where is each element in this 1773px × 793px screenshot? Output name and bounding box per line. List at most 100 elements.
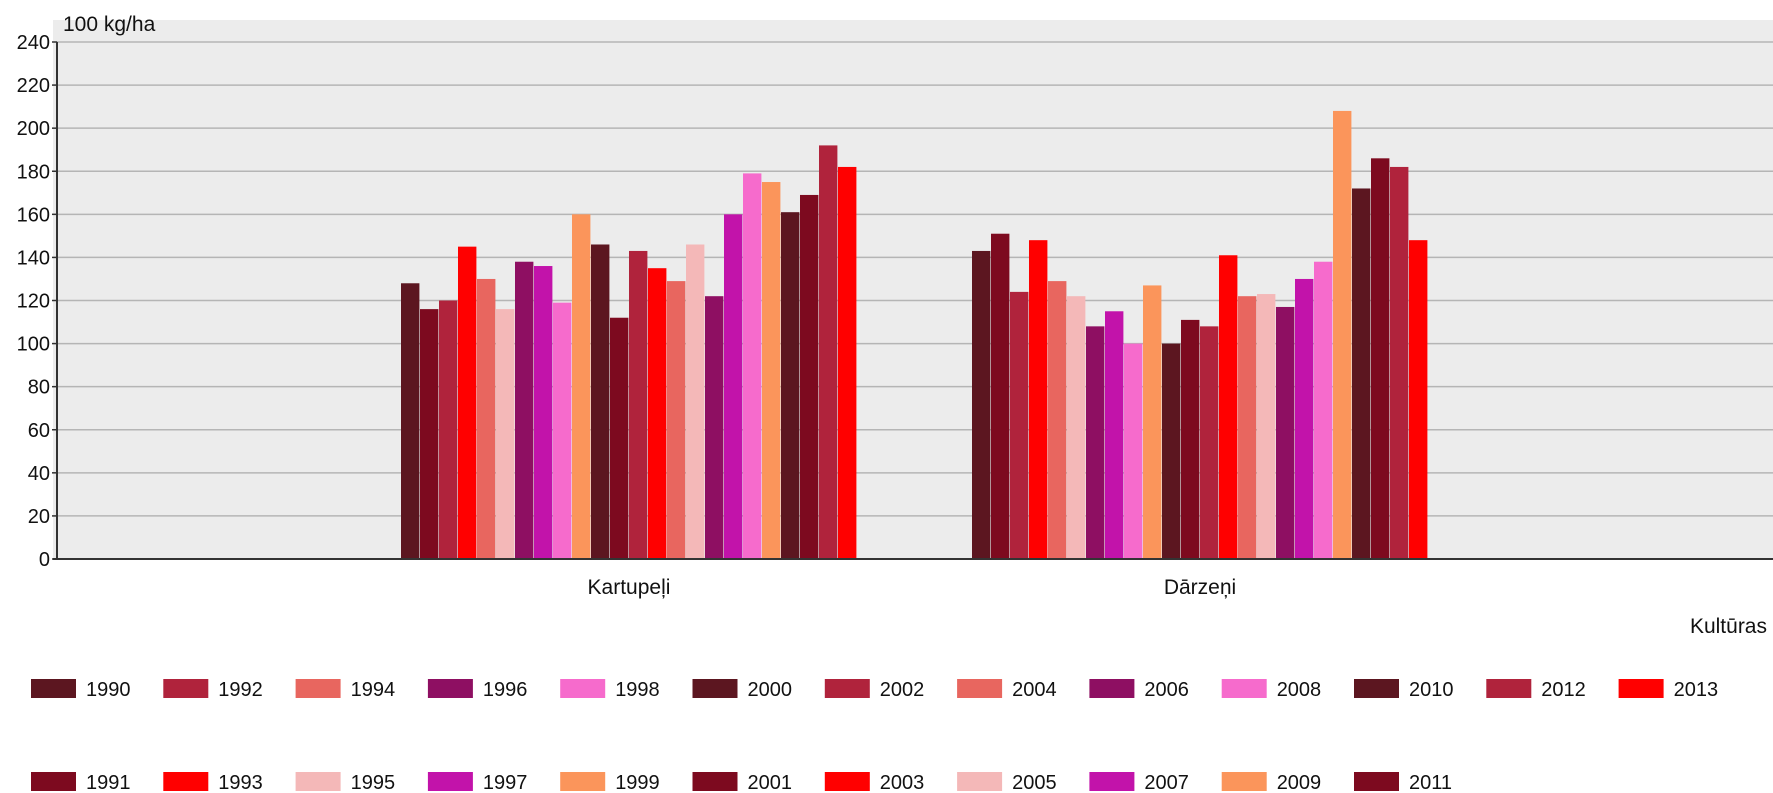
legend-label: 2000 — [748, 679, 793, 701]
legend-label: 1995 — [351, 772, 396, 793]
legend-item-2000: 2000 — [692, 679, 793, 701]
bar-1993-kartupeli — [458, 246, 477, 559]
legend-item-2006: 2006 — [1089, 679, 1189, 701]
legend-swatch — [163, 679, 209, 698]
bar-1995-darzeni — [1067, 296, 1086, 559]
y-tick-label: 60 — [28, 420, 50, 442]
legend-label: 2013 — [1674, 679, 1719, 701]
x-tick-label: Dārzeņi — [1164, 576, 1236, 599]
bar-2007-kartupeli — [724, 214, 743, 559]
legend-swatch — [1089, 772, 1135, 791]
bar-2013-darzeni — [1409, 240, 1428, 559]
legend-item-1992: 1992 — [163, 679, 263, 701]
legend-label: 1997 — [483, 772, 528, 793]
legend-label: 1993 — [218, 772, 262, 793]
x-axis-ticks: Kartupeļi Dārzeņi — [588, 576, 1237, 599]
bar-1996-kartupeli — [515, 261, 534, 559]
legend-swatch — [427, 772, 473, 791]
legend-label: 1998 — [615, 679, 660, 701]
bar-1998-darzeni — [1124, 343, 1143, 559]
legend-label: 2007 — [1144, 772, 1189, 793]
y-axis-ticks: 0 20 40 60 80 100 120 140 160 180 200 220 240 — [17, 32, 57, 571]
legend-item-2010: 2010 — [1354, 679, 1454, 701]
legend-swatch — [957, 679, 1003, 698]
legend: 1990 1992 1994 1996 1998 2000 2002 2004 2006 2008… — [31, 679, 1718, 793]
legend-item-2003: 2003 — [824, 772, 925, 793]
y-tick-label: 220 — [17, 75, 50, 97]
bar-1990-kartupeli — [401, 283, 420, 559]
legend-label: 2010 — [1409, 679, 1454, 701]
y-tick-label: 0 — [39, 549, 50, 571]
bar-2009-darzeni — [1333, 110, 1352, 560]
y-axis-label: 100 kg/ha — [63, 13, 156, 36]
legend-item-1995: 1995 — [295, 772, 396, 793]
legend-item-2001: 2001 — [692, 772, 793, 793]
legend-item-2008: 2008 — [1221, 679, 1322, 701]
bar-2008-kartupeli — [743, 173, 762, 559]
legend-item-1991: 1991 — [31, 772, 131, 793]
legend-swatch — [295, 772, 341, 791]
bar-1999-darzeni — [1143, 285, 1162, 559]
bar-2010-darzeni — [1352, 188, 1371, 560]
bar-2002-kartupeli — [629, 250, 648, 559]
legend-item-1993: 1993 — [163, 772, 263, 793]
legend-label: 1996 — [483, 679, 528, 701]
bar-1998-kartupeli — [553, 302, 572, 559]
plot-area — [53, 20, 1773, 559]
legend-swatch — [957, 772, 1003, 791]
legend-item-2009: 2009 — [1221, 772, 1322, 793]
bar-1997-kartupeli — [534, 266, 553, 559]
legend-label: 2001 — [748, 772, 793, 793]
bar-1991-kartupeli — [420, 309, 439, 559]
bar-2005-darzeni — [1257, 294, 1276, 559]
bars — [401, 110, 1428, 560]
legend-label: 1999 — [615, 772, 660, 793]
bar-2000-kartupeli — [591, 244, 610, 560]
legend-item-1999: 1999 — [560, 772, 660, 793]
bar-1992-kartupeli — [439, 300, 458, 559]
bar-2008-darzeni — [1314, 261, 1333, 559]
y-tick-label: 180 — [17, 161, 50, 183]
bar-2006-kartupeli — [705, 296, 724, 559]
legend-item-2007: 2007 — [1089, 772, 1189, 793]
legend-item-1998: 1998 — [560, 679, 660, 701]
legend-label: 2012 — [1541, 679, 1586, 701]
y-tick-label: 160 — [17, 204, 50, 226]
legend-item-2012: 2012 — [1486, 679, 1586, 701]
legend-swatch — [163, 772, 209, 791]
legend-label: 1992 — [218, 679, 262, 701]
legend-item-2013: 2013 — [1618, 679, 1719, 701]
legend-swatch — [31, 772, 76, 791]
legend-label: 2003 — [880, 772, 925, 793]
bar-2013-kartupeli — [838, 166, 857, 559]
bar-2005-kartupeli — [686, 244, 705, 560]
legend-item-1994: 1994 — [295, 679, 395, 701]
bar-2012-kartupeli — [819, 145, 838, 559]
legend-label: 2008 — [1277, 679, 1322, 701]
bar-2010-kartupeli — [781, 212, 800, 559]
legend-item-1996: 1996 — [427, 679, 528, 701]
legend-swatch — [692, 679, 738, 698]
bar-1991-darzeni — [991, 233, 1010, 559]
legend-swatch — [560, 772, 606, 791]
bar-2002-darzeni — [1200, 326, 1219, 559]
bar-1999-kartupeli — [572, 214, 591, 559]
bar-2009-kartupeli — [762, 182, 781, 559]
bar-1994-kartupeli — [477, 278, 496, 559]
legend-swatch — [427, 679, 473, 698]
legend-item-2004: 2004 — [957, 679, 1057, 701]
legend-label: 2006 — [1144, 679, 1189, 701]
legend-label: 1990 — [86, 679, 131, 701]
legend-swatch — [1221, 679, 1267, 698]
legend-item-2011: 2011 — [1354, 772, 1452, 793]
bar-2003-kartupeli — [648, 268, 667, 559]
bar-2006-darzeni — [1276, 306, 1295, 559]
legend-swatch — [824, 772, 870, 791]
bar-1990-darzeni — [972, 250, 991, 559]
bar-2001-darzeni — [1181, 319, 1200, 559]
legend-label: 2009 — [1277, 772, 1322, 793]
bar-2004-darzeni — [1238, 296, 1257, 559]
legend-swatch — [295, 679, 341, 698]
legend-swatch — [692, 772, 738, 791]
